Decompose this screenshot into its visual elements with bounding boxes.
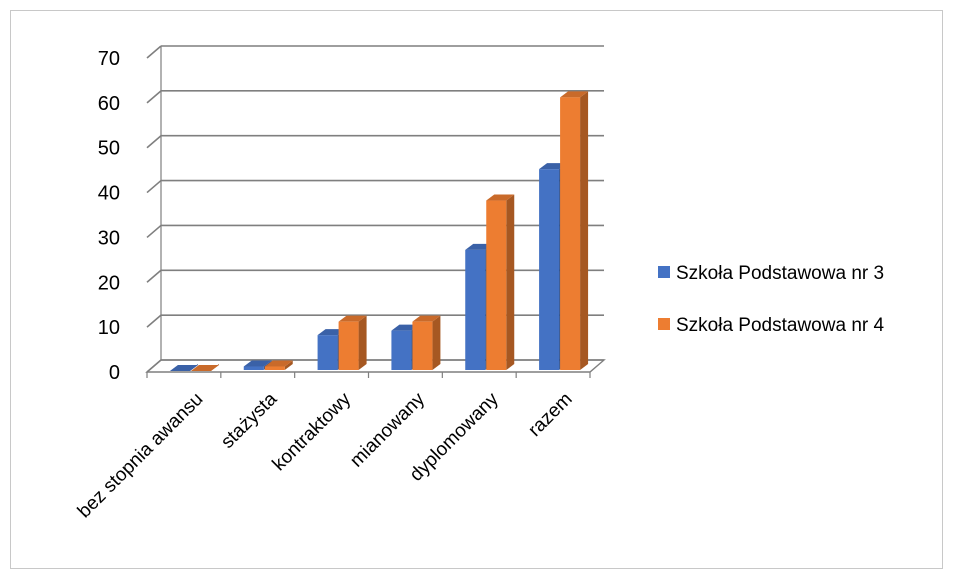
legend-label: Szkoła Podstawowa nr 3 <box>676 263 884 284</box>
bar <box>243 366 264 370</box>
gridline-side <box>146 269 162 283</box>
legend-swatch <box>658 266 670 278</box>
legend-swatch <box>658 318 670 330</box>
bar-top <box>190 365 219 371</box>
bar-top <box>264 360 293 367</box>
bar-side <box>432 315 441 370</box>
bar <box>486 200 507 370</box>
y-tick-label: 50 <box>98 138 120 160</box>
bar-side <box>358 315 367 370</box>
bar-side <box>580 91 589 370</box>
y-tick-label: 10 <box>98 317 120 339</box>
bar-top <box>169 365 198 371</box>
gridline-side <box>146 135 162 149</box>
gridline-side <box>146 314 162 328</box>
bar <box>412 321 433 370</box>
bar-top <box>486 194 515 201</box>
bar-top <box>243 360 272 367</box>
legend-label: Szkoła Podstawowa nr 4 <box>676 315 884 336</box>
gridline-side <box>146 90 162 104</box>
x-tick-label: stażysta <box>217 388 281 452</box>
gridline-side <box>146 179 162 194</box>
bar-side <box>284 360 293 370</box>
y-tick-label: 40 <box>98 183 120 205</box>
bar-top <box>560 91 589 98</box>
bar-top <box>412 315 441 322</box>
bar <box>465 249 486 370</box>
y-tick-label: 70 <box>98 48 120 70</box>
x-tick-label: razem <box>524 389 576 441</box>
x-tick-label: kontraktowy <box>269 388 356 475</box>
y-tick-label: 30 <box>98 227 120 249</box>
bar <box>264 366 285 370</box>
y-tick-label: 20 <box>98 272 120 294</box>
bar <box>539 169 560 370</box>
x-tick-label: bez stopnia awansu <box>74 389 208 523</box>
y-tick-label: 60 <box>98 93 120 115</box>
y-tick-label: 0 <box>109 362 120 384</box>
gridline-side <box>146 45 162 59</box>
bar <box>317 335 338 370</box>
bar <box>338 321 359 370</box>
gridline-side <box>146 224 162 239</box>
bar-top <box>338 315 367 322</box>
bar-side <box>506 194 515 370</box>
bar <box>391 330 412 370</box>
bar <box>560 97 581 370</box>
